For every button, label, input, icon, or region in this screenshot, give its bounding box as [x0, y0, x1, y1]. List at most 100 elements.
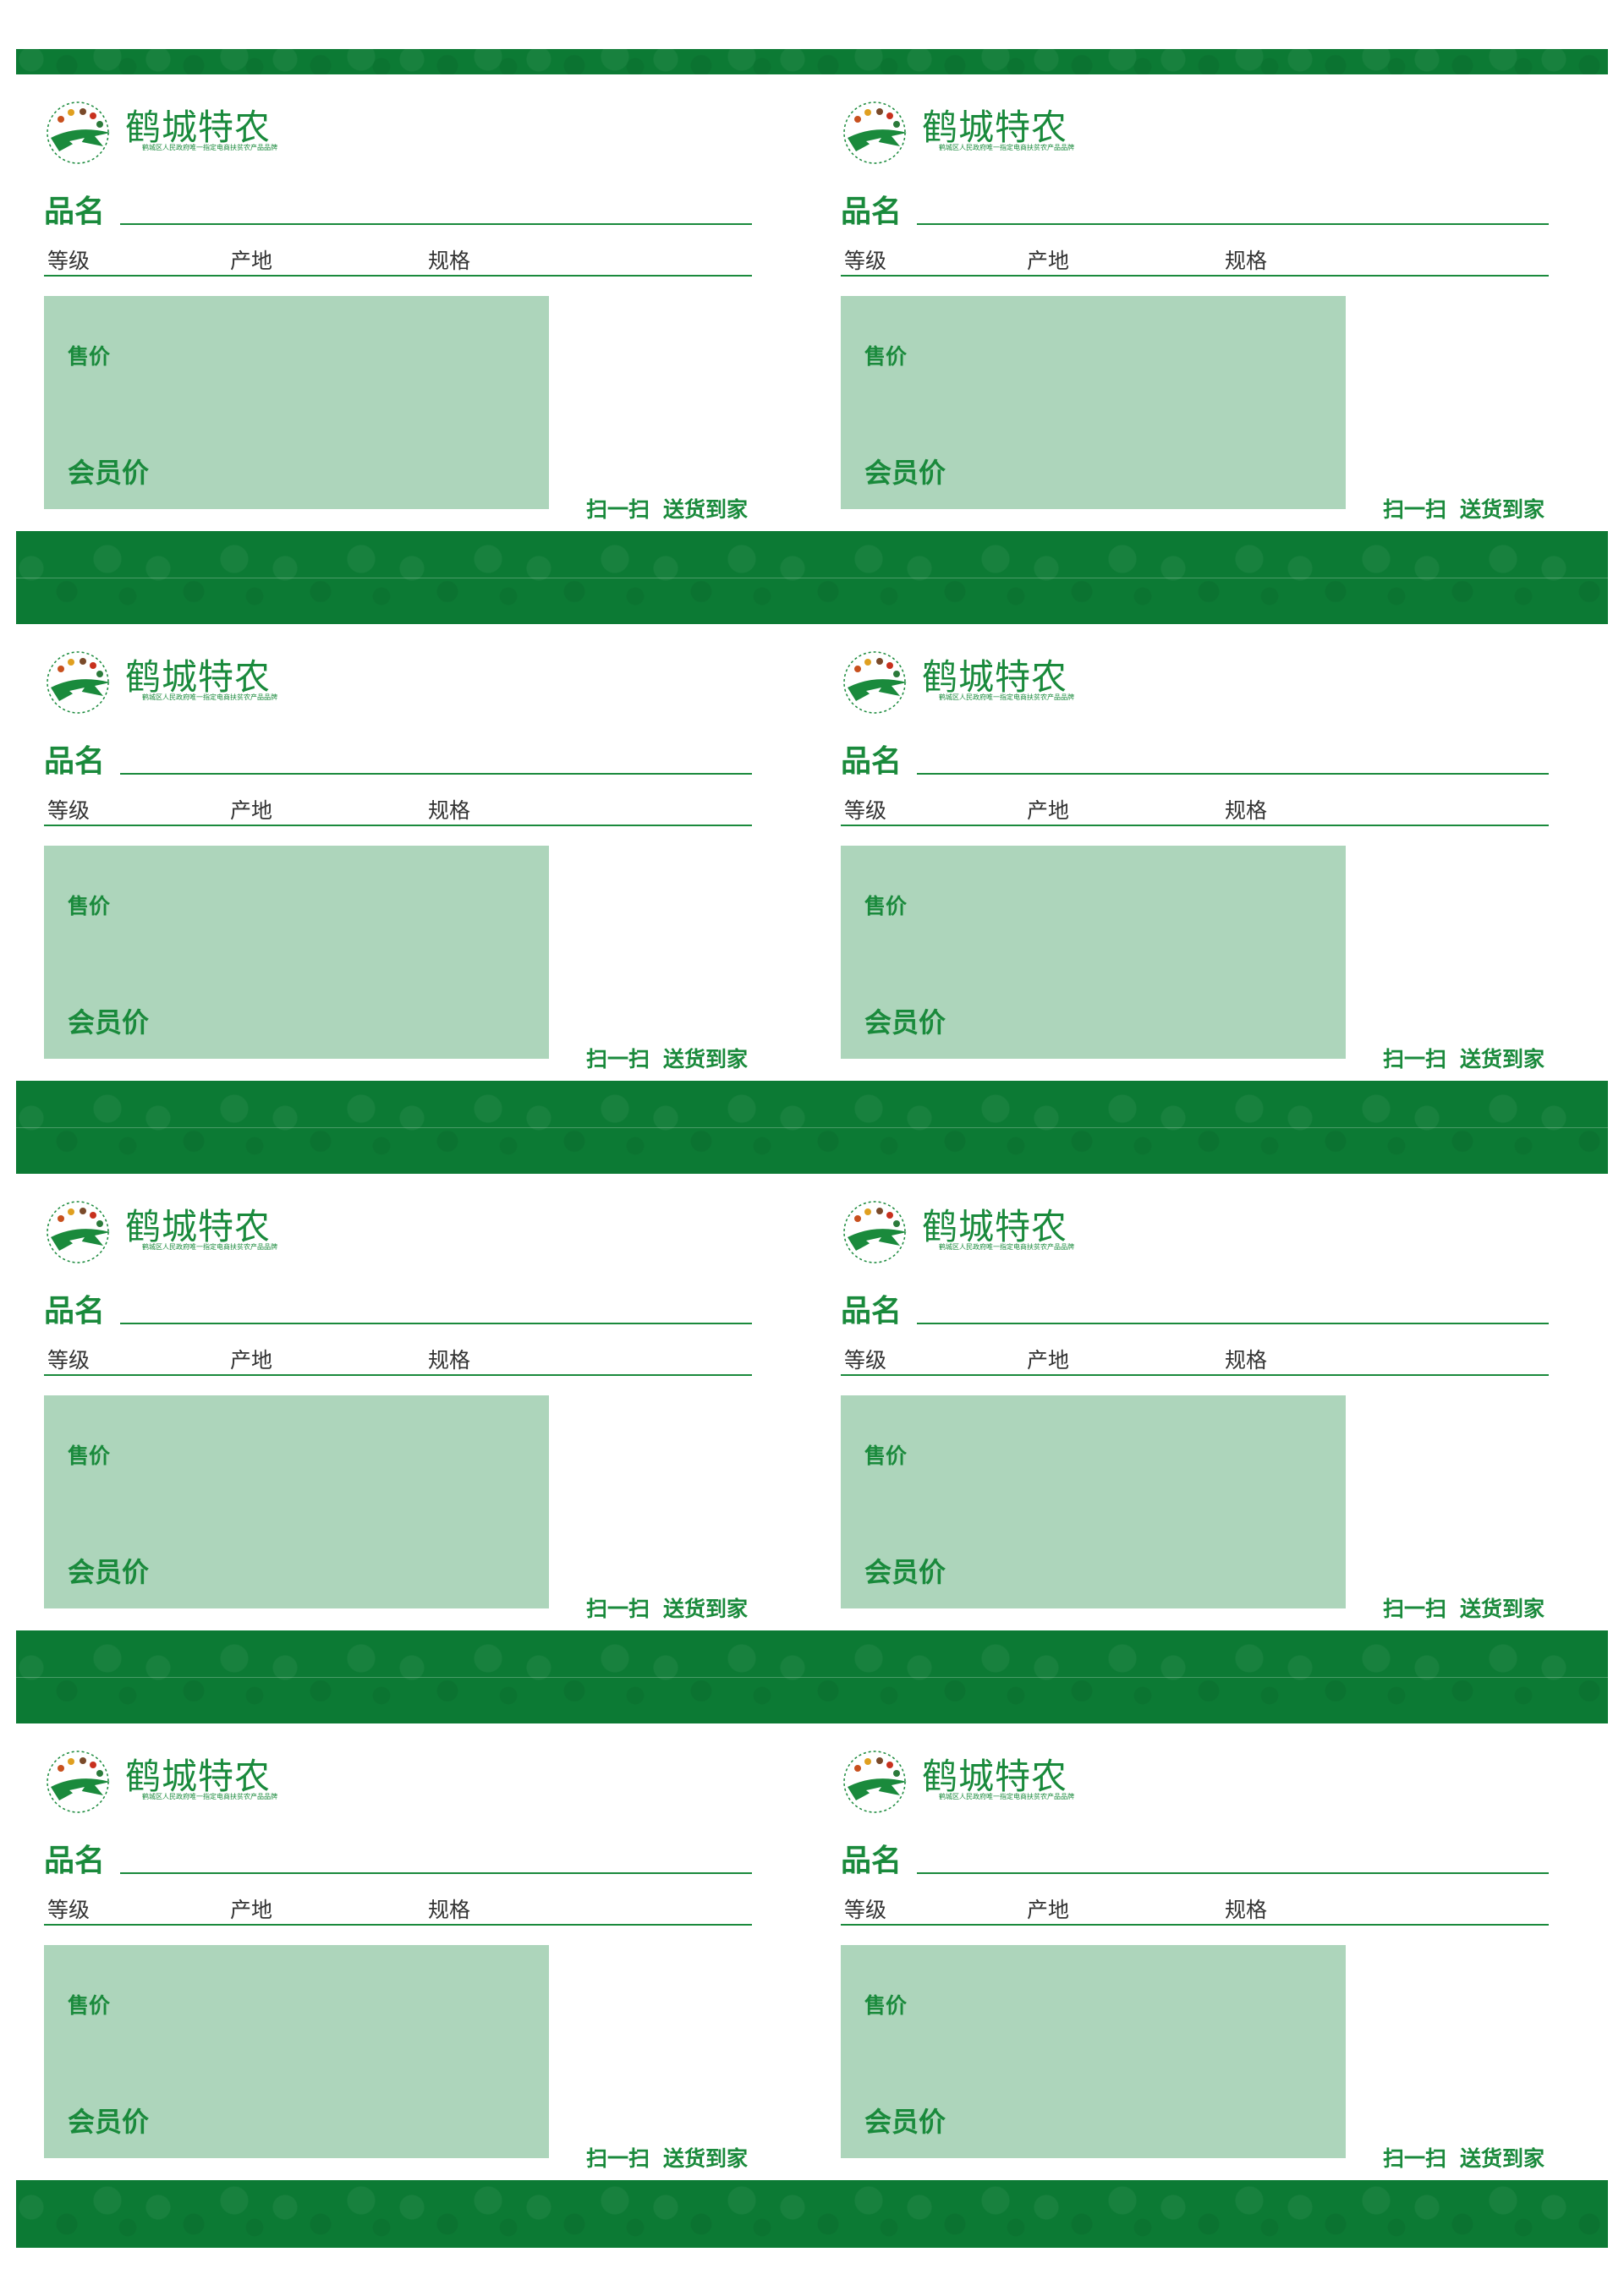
grade-label: 等级 — [844, 1898, 887, 1922]
price-label: 售价 — [68, 894, 111, 918]
attribute-underline — [841, 275, 1549, 277]
delivery-label: 送货到家 — [662, 497, 748, 522]
decorative-band-top — [16, 49, 1608, 74]
brand-slogan: 鹤城区人民政府唯一指定电商扶贫农产品品牌 — [939, 1243, 1074, 1251]
attribute-underline — [841, 1924, 1549, 1926]
scan-delivery-text: 扫一扫 送货到家 — [1383, 2142, 1544, 2173]
brand-emblem-icon — [47, 1201, 110, 1263]
product-name-label: 品名 — [841, 1844, 903, 1878]
product-name-underline — [917, 1323, 1549, 1324]
price-label-card: 鹤城特农 鹤城区人民政府唯一指定电商扶贫农产品品牌 品名 等级 产地 规格 售价… — [814, 647, 1550, 1121]
spec-label: 规格 — [1225, 1348, 1268, 1373]
scan-delivery-text: 扫一扫 送货到家 — [1383, 493, 1544, 523]
spec-label: 规格 — [1225, 249, 1268, 273]
spec-label: 规格 — [428, 798, 471, 823]
origin-label: 产地 — [230, 1898, 273, 1922]
scan-delivery-text: 扫一扫 送货到家 — [1383, 1043, 1544, 1073]
scan-label: 扫一扫 — [1382, 1047, 1446, 1071]
member-price-label: 会员价 — [68, 457, 150, 489]
scan-label: 扫一扫 — [1382, 1597, 1446, 1621]
price-label-card: 鹤城特农 鹤城区人民政府唯一指定电商扶贫农产品品牌 品名 等级 产地 规格 售价… — [17, 97, 753, 571]
price-label: 售价 — [68, 1993, 111, 2018]
price-label: 售价 — [864, 1993, 908, 2018]
delivery-label: 送货到家 — [662, 1047, 748, 1071]
brand-slogan: 鹤城区人民政府唯一指定电商扶贫农产品品牌 — [142, 693, 277, 701]
brand-name: 鹤城特农 — [125, 107, 272, 148]
brand-logo: 鹤城特农 鹤城区人民政府唯一指定电商扶贫农产品品牌 — [44, 1197, 365, 1264]
brand-emblem-icon — [843, 1751, 907, 1813]
product-name-underline — [917, 223, 1549, 225]
product-name-underline — [120, 1872, 752, 1874]
origin-label: 产地 — [1027, 1898, 1070, 1922]
grade-label: 等级 — [844, 249, 887, 273]
brand-slogan: 鹤城区人民政府唯一指定电商扶贫农产品品牌 — [142, 144, 277, 151]
brand-name: 鹤城特农 — [922, 1756, 1068, 1797]
brand-slogan: 鹤城区人民政府唯一指定电商扶贫农产品品牌 — [939, 144, 1074, 151]
brand-logo: 鹤城特农 鹤城区人民政府唯一指定电商扶贫农产品品牌 — [841, 97, 1162, 165]
brand-emblem-icon — [843, 651, 907, 714]
spec-label: 规格 — [1225, 798, 1268, 823]
price-box: 售价 会员价 — [841, 1395, 1346, 1608]
member-price-label: 会员价 — [864, 2106, 946, 2138]
brand-slogan: 鹤城区人民政府唯一指定电商扶贫农产品品牌 — [939, 1793, 1074, 1800]
brand-slogan: 鹤城区人民政府唯一指定电商扶贫农产品品牌 — [142, 1793, 277, 1800]
price-box: 售价 会员价 — [44, 1945, 549, 2158]
price-label: 售价 — [864, 344, 908, 369]
price-label-card: 鹤城特农 鹤城区人民政府唯一指定电商扶贫农产品品牌 品名 等级 产地 规格 售价… — [17, 647, 753, 1121]
spec-label: 规格 — [428, 1348, 471, 1373]
member-price-label: 会员价 — [68, 1556, 150, 1588]
price-label-card: 鹤城特农 鹤城区人民政府唯一指定电商扶贫农产品品牌 品名 等级 产地 规格 售价… — [814, 1197, 1550, 1670]
product-name-underline — [917, 1872, 1549, 1874]
brand-logo: 鹤城特农 鹤城区人民政府唯一指定电商扶贫农产品品牌 — [44, 97, 365, 165]
price-box: 售价 会员价 — [841, 1945, 1346, 2158]
brand-emblem-icon — [47, 101, 110, 164]
brand-emblem-icon — [843, 101, 907, 164]
member-price-label: 会员价 — [864, 1006, 946, 1038]
price-label: 售价 — [68, 344, 111, 369]
brand-name: 鹤城特农 — [125, 656, 272, 698]
decorative-band-2 — [16, 1081, 1608, 1174]
brand-name: 鹤城特农 — [922, 656, 1068, 698]
price-label-card: 鹤城特农 鹤城区人民政府唯一指定电商扶贫农产品品牌 品名 等级 产地 规格 售价… — [814, 1746, 1550, 2220]
brand-logo: 鹤城特农 鹤城区人民政府唯一指定电商扶贫农产品品牌 — [44, 1746, 365, 1814]
price-label: 售价 — [864, 1444, 908, 1468]
delivery-label: 送货到家 — [1459, 1047, 1544, 1071]
spec-label: 规格 — [428, 1898, 471, 1922]
product-name-label: 品名 — [841, 1294, 903, 1329]
member-price-label: 会员价 — [68, 1006, 150, 1038]
brand-logo: 鹤城特农 鹤城区人民政府唯一指定电商扶贫农产品品牌 — [841, 647, 1162, 715]
scan-label: 扫一扫 — [585, 2146, 650, 2171]
grade-label: 等级 — [47, 1348, 91, 1373]
decorative-band-1 — [16, 531, 1608, 624]
brand-emblem-icon — [47, 651, 110, 714]
brand-slogan: 鹤城区人民政府唯一指定电商扶贫农产品品牌 — [939, 693, 1074, 701]
origin-label: 产地 — [230, 249, 273, 273]
scan-delivery-text: 扫一扫 送货到家 — [586, 493, 748, 523]
price-label-card: 鹤城特农 鹤城区人民政府唯一指定电商扶贫农产品品牌 品名 等级 产地 规格 售价… — [17, 1197, 753, 1670]
origin-label: 产地 — [1027, 798, 1070, 823]
product-name-label: 品名 — [44, 1844, 106, 1878]
delivery-label: 送货到家 — [1459, 2146, 1544, 2171]
grade-label: 等级 — [47, 1898, 91, 1922]
member-price-label: 会员价 — [68, 2106, 150, 2138]
brand-name: 鹤城特农 — [922, 1206, 1068, 1247]
price-box: 售价 会员价 — [841, 296, 1346, 509]
brand-name: 鹤城特农 — [922, 107, 1068, 148]
price-box: 售价 会员价 — [44, 296, 549, 509]
scan-delivery-text: 扫一扫 送货到家 — [586, 1592, 748, 1623]
origin-label: 产地 — [230, 1348, 273, 1373]
grade-label: 等级 — [844, 798, 887, 823]
grade-label: 等级 — [844, 1348, 887, 1373]
delivery-label: 送货到家 — [1459, 497, 1544, 522]
price-box: 售价 会员价 — [44, 846, 549, 1059]
brand-logo: 鹤城特农 鹤城区人民政府唯一指定电商扶贫农产品品牌 — [841, 1197, 1162, 1264]
grade-label: 等级 — [47, 798, 91, 823]
price-label: 售价 — [68, 1444, 111, 1468]
price-label: 售价 — [864, 894, 908, 918]
attribute-underline — [44, 1374, 752, 1376]
product-name-label: 品名 — [44, 1294, 106, 1329]
brand-name: 鹤城特农 — [125, 1756, 272, 1797]
scan-delivery-text: 扫一扫 送货到家 — [586, 2142, 748, 2173]
price-box: 售价 会员价 — [841, 846, 1346, 1059]
origin-label: 产地 — [1027, 1348, 1070, 1373]
